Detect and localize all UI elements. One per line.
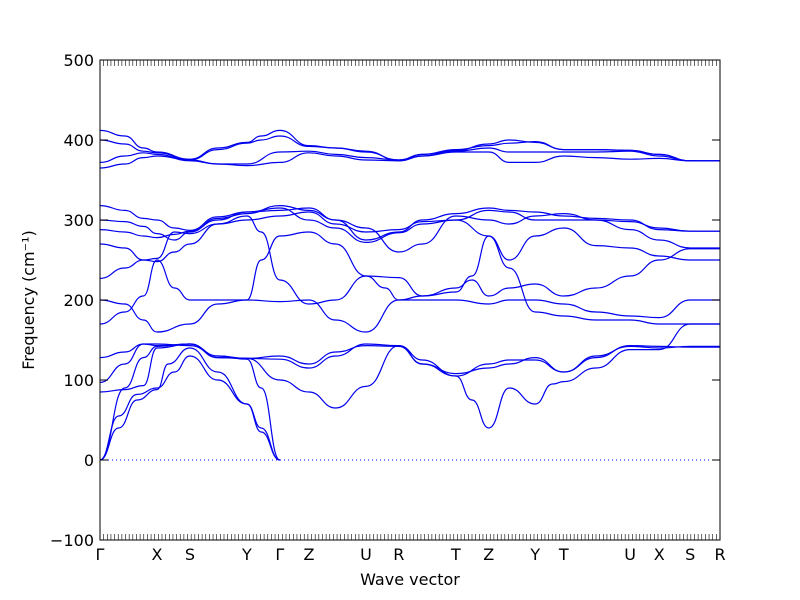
high-symmetry-label: S (185, 545, 195, 564)
high-symmetry-label: U (360, 545, 372, 564)
high-symmetry-label: Y (241, 545, 252, 564)
ticks-layer (99, 59, 721, 541)
high-symmetry-label: Y (529, 545, 540, 564)
band-lines-layer (99, 129, 720, 461)
y-tick-label: 400 (63, 131, 94, 150)
y-tick-label: 300 (63, 211, 94, 230)
phonon-band-2 (99, 355, 280, 461)
high-symmetry-label: Γ (275, 545, 284, 564)
high-symmetry-label: U (624, 545, 636, 564)
high-symmetry-label: Z (483, 545, 494, 564)
phonon-band-12 (99, 204, 720, 253)
high-symmetry-label: Z (303, 545, 314, 564)
y-tick-label: 500 (63, 51, 94, 70)
high-symmetry-label: X (152, 545, 163, 564)
y-tick-label: −100 (50, 531, 94, 550)
x-axis-label: Wave vector (360, 570, 460, 589)
phonon-band-5 (99, 343, 720, 383)
y-tick-label: 200 (63, 291, 94, 310)
phonon-band-13 (99, 205, 720, 261)
high-symmetry-label: T (450, 545, 461, 564)
y-tick-labels: −100 0 100 200 300 400 500 (50, 51, 94, 550)
y-tick-label: 100 (63, 371, 94, 390)
phonon-band-7 (99, 231, 720, 325)
y-axis-label: Frequency (cm⁻¹) (19, 230, 38, 369)
high-symmetry-label: T (558, 545, 569, 564)
high-symmetry-label: R (393, 545, 404, 564)
plot-frame (99, 59, 721, 541)
phonon-band-9 (99, 215, 720, 305)
high-symmetry-label: S (685, 545, 695, 564)
high-symmetry-label: X (654, 545, 665, 564)
y-tick-label: 0 (84, 451, 94, 470)
phonon-band-6 (99, 323, 720, 429)
high-symmetry-label: Γ (96, 545, 105, 564)
high-symmetry-label: R (714, 545, 725, 564)
phonon-band-11 (99, 207, 720, 241)
phonon-band-8 (99, 299, 720, 333)
phonon-band-17 (99, 129, 720, 162)
